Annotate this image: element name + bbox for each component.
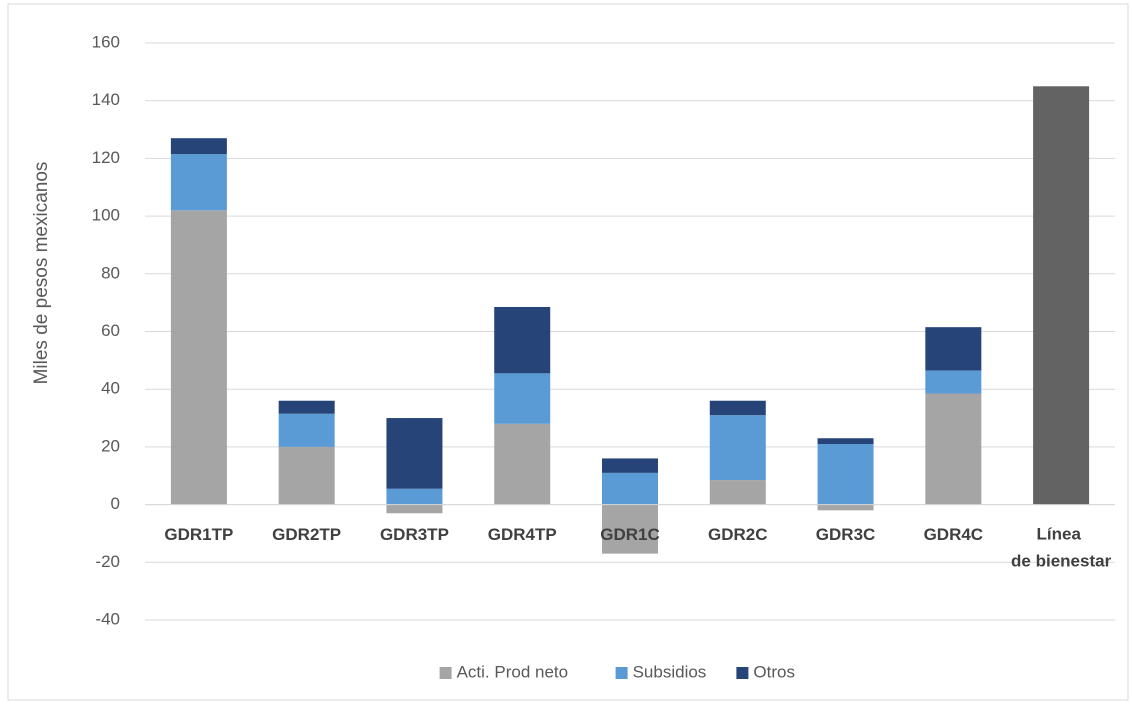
legend-label: Otros [753,662,795,681]
x-tick-label: GDR4TP [488,525,557,544]
x-tick-label: Línea de bienestar [1011,525,1112,571]
legend-swatch [439,667,452,679]
bar-segment [602,458,658,473]
y-tick-label: -20 [95,552,120,571]
bar-segment [494,423,551,505]
y-axis-label: Miles de pesos mexicanos [31,162,52,385]
bar-segment [170,210,227,505]
legend-swatch [615,667,628,679]
y-tick-label: 80 [101,263,120,282]
bar-segment [278,446,335,505]
bar-segment [170,138,227,155]
bar-segment [709,415,766,481]
bar-segment [709,400,766,416]
bar-segment [278,400,335,414]
x-tick-label: GDR3TP [380,525,449,544]
legend-label: Subsidios [633,662,707,681]
legend-label: Acti. Prod neto [457,662,569,681]
bar-segment [925,370,982,394]
y-tick-label: 140 [92,90,120,109]
bar-segment [817,504,874,511]
y-tick-label: -40 [95,609,120,628]
x-tick-label: GDR3C [816,525,876,544]
y-tick-label: 60 [101,321,120,340]
bar-segment [170,154,227,211]
bar-segment [709,480,766,505]
x-tick-label: GDR1C [600,525,660,544]
x-tick-label: GDR1TP [164,525,233,544]
x-tick-label: GDR2TP [272,525,341,544]
y-tick-label: 0 [111,494,120,513]
bar-segment [386,418,443,489]
bar-segment [386,488,443,505]
y-tick-label: 160 [92,32,120,51]
legend-swatch [736,667,749,679]
bar-segment [817,438,874,445]
y-tick-label: 40 [101,379,120,398]
bar-segment [925,393,982,505]
bar-segment [386,504,443,514]
x-tick-label: GDR4C [924,525,984,544]
bar-segment [602,472,658,505]
bar-segment [925,327,982,371]
y-tick-label: 100 [92,206,120,225]
x-tick-label: GDR2C [708,525,768,544]
y-tick-label: 20 [101,436,120,455]
y-tick-label: 120 [92,148,120,167]
bar-segment [1033,86,1090,505]
bar-segment [602,504,658,554]
bar-segment [494,306,551,374]
bar-segment [494,373,551,424]
bar-segment [278,413,335,447]
bar-segment [817,444,874,505]
